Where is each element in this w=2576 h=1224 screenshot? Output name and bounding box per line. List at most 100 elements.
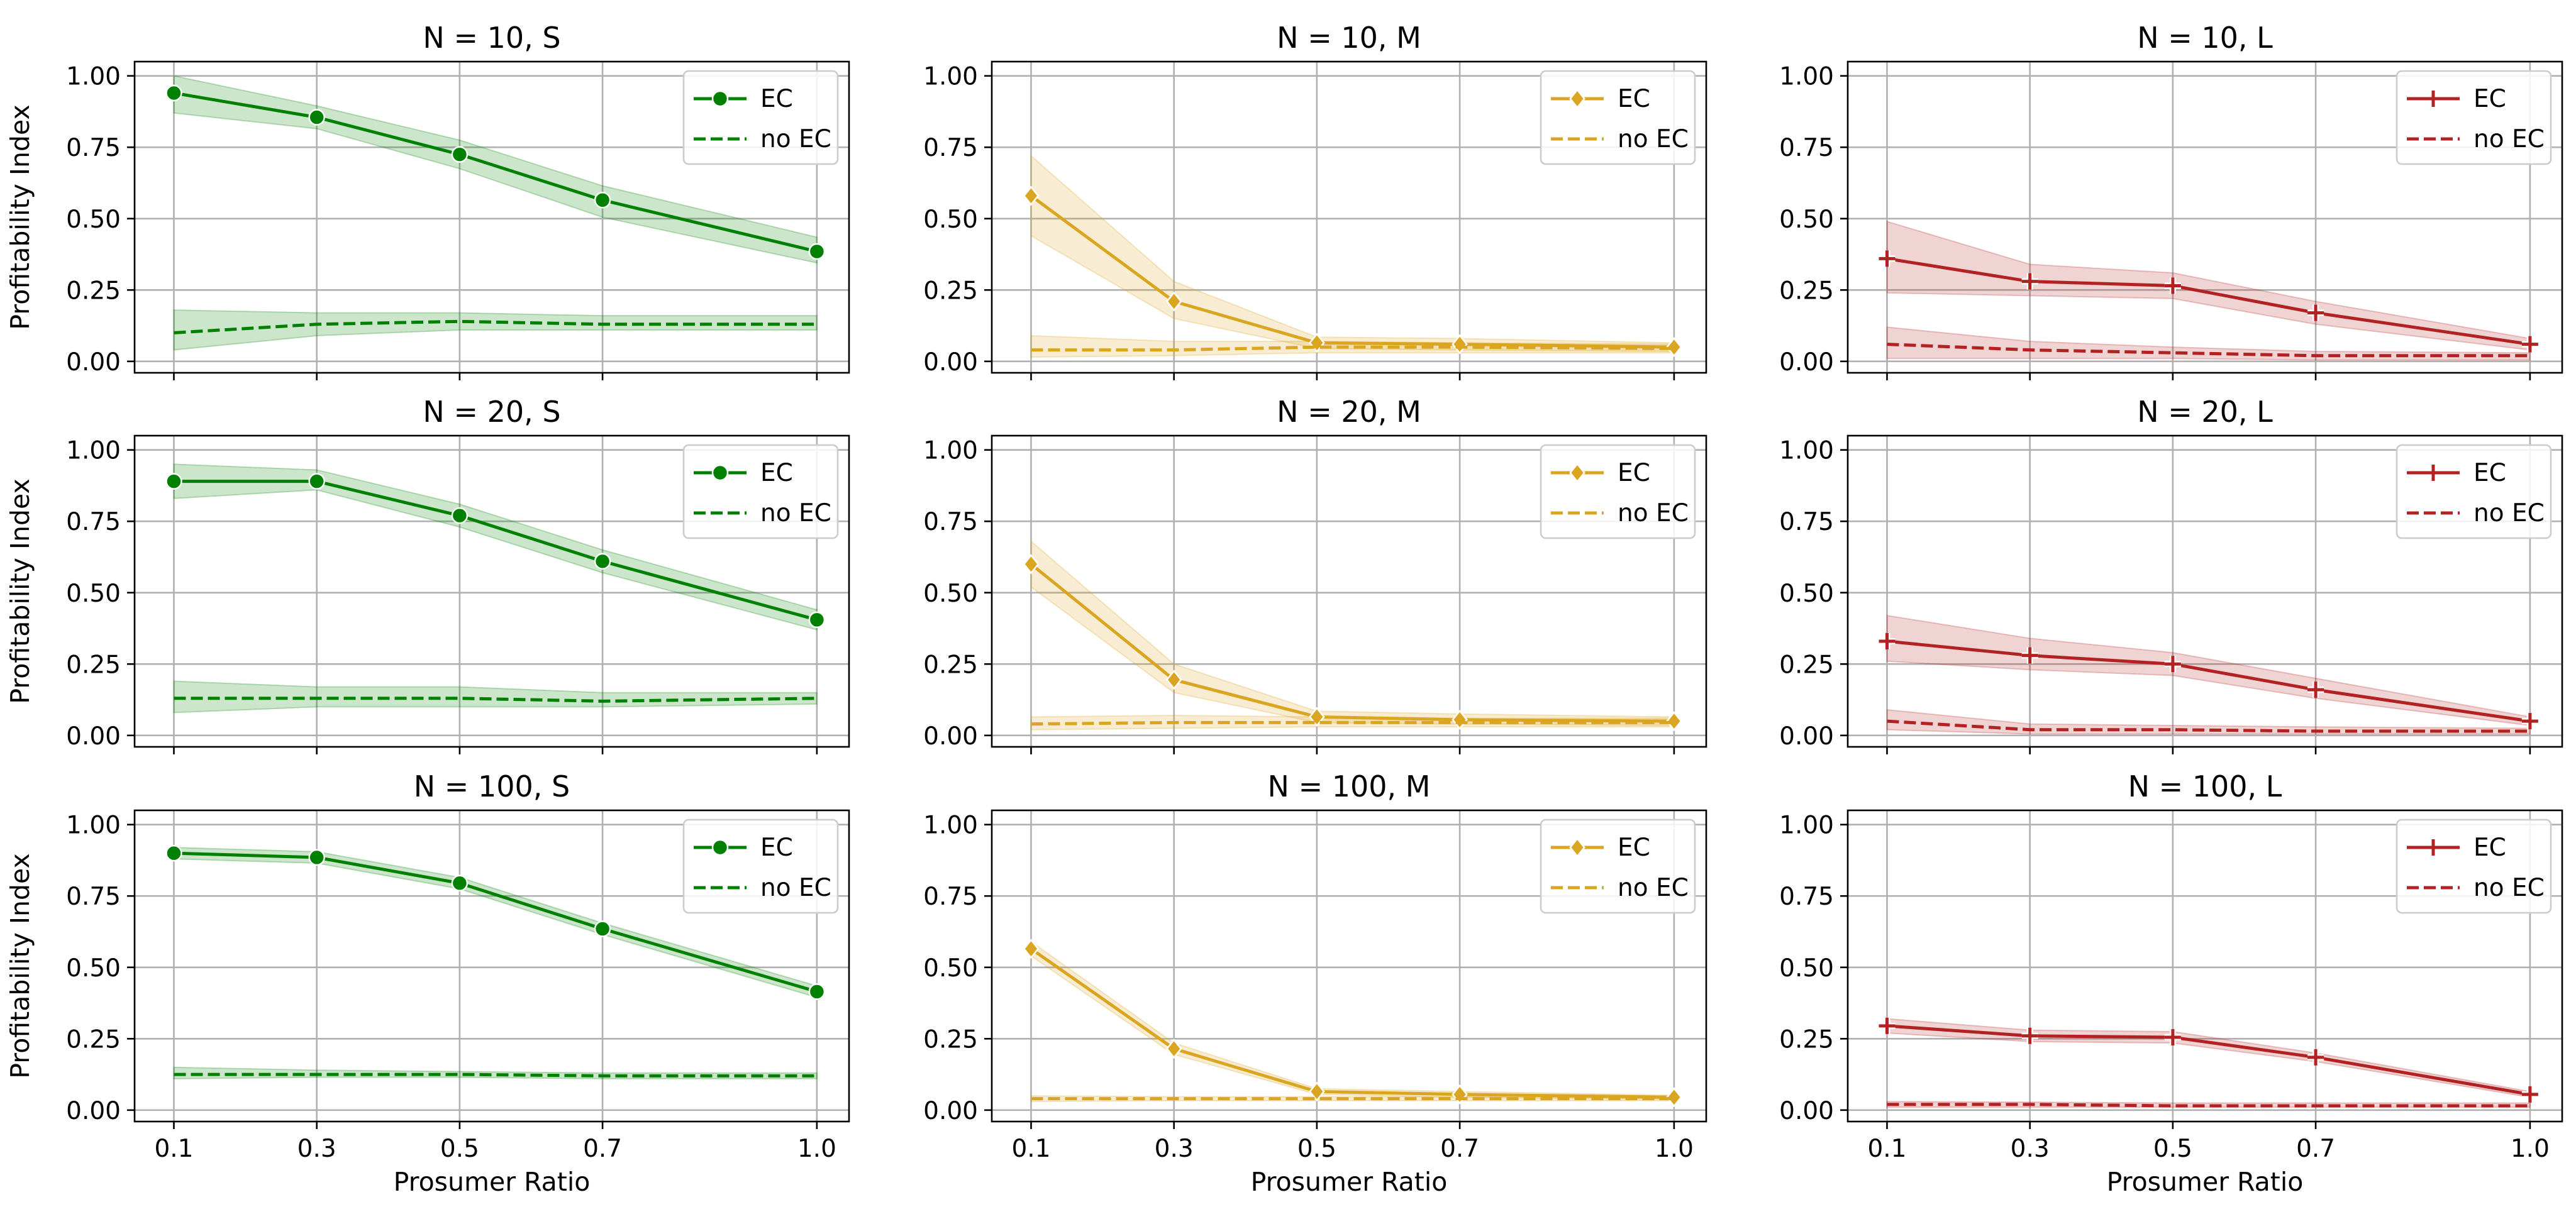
series-line-no-ec [1887, 343, 2530, 358]
x-axis-label: Prosumer Ratio [2107, 1167, 2304, 1197]
y-tick-label: 0.00 [1779, 348, 1834, 377]
data-point-ec [2021, 273, 2038, 290]
axes-frame [1846, 434, 2563, 748]
x-axis [1030, 747, 1675, 754]
plus-marker-stroke [1879, 250, 1896, 267]
data-point-ec [165, 844, 182, 862]
subplot-title: N = 100, L [2128, 769, 2282, 803]
series-line-no-ec [174, 697, 817, 703]
grid-lines [135, 810, 849, 1122]
subplot-title: N = 100, M [1268, 769, 1431, 803]
data-point-ec [451, 507, 469, 524]
data-point-ec [1023, 939, 1040, 959]
series-line-ec [1030, 563, 1674, 723]
x-tick-label: 0.7 [1440, 1135, 1479, 1163]
legend-label: EC [760, 834, 793, 862]
subplot-title: N = 10, M [1277, 21, 1421, 55]
y-tick-label: 0.75 [1779, 134, 1834, 162]
y-tick-label: 0.25 [923, 651, 978, 679]
subplot-title: N = 10, S [423, 21, 560, 55]
legend: EC no EC [1540, 444, 1696, 539]
y-tick-label: 0.50 [923, 206, 978, 234]
y-tick-label: 0.00 [923, 722, 978, 751]
data-point-ec [308, 109, 325, 126]
y-axis: 0.00 0.25 0.50 0.75 1.00 [66, 437, 135, 751]
y-tick-label: 1.00 [1779, 437, 1834, 465]
legend-label: no EC [2473, 874, 2545, 902]
subplot-title: N = 100, S [414, 769, 570, 803]
subplot-6: N = 20, L 0.00 0.25 0.50 0.75 1.00 EC no EC [1779, 395, 2563, 754]
x-tick-label: 0.1 [1867, 1135, 1906, 1163]
x-tick-label: 0.5 [2153, 1135, 2192, 1163]
legend: EC no EC [1540, 70, 1696, 165]
data-point-ec [2521, 336, 2538, 353]
y-axis: 0.00 0.25 0.50 0.75 1.00 [66, 63, 135, 377]
legend-label: EC [2473, 834, 2506, 862]
legend-label: EC [1618, 85, 1650, 113]
legend: EC no EC [682, 70, 839, 165]
y-tick-label: 0.00 [1779, 722, 1834, 751]
y-tick-label: 0.25 [66, 277, 121, 305]
data-point-ec [1309, 1081, 1325, 1102]
plus-marker-stroke [1879, 1017, 1896, 1034]
y-tick-label: 0.50 [66, 206, 121, 234]
data-point-ec [2307, 1049, 2324, 1066]
axes-frame [133, 60, 850, 374]
x-axis: 0.1 0.3 0.5 0.7 1.0 [154, 1122, 836, 1163]
subplot-8: N = 100, M0.000.250.500.751.000.1 0.3 0.5 0… [923, 769, 1707, 1197]
plus-marker-stroke [2164, 277, 2181, 294]
x-tick-label: 1.0 [797, 1135, 836, 1163]
legend-label: no EC [1618, 874, 1689, 902]
legend-marker [1569, 88, 1585, 109]
data-point-ec [2164, 656, 2181, 673]
data-point-ec [165, 473, 182, 490]
legend-marker [711, 839, 729, 856]
data-point-ec [2164, 1029, 2181, 1046]
series-line-no-ec [174, 1072, 817, 1078]
data-point-ec [2307, 681, 2324, 698]
x-tick-label: 0.5 [440, 1135, 479, 1163]
series-line-no-ec [1031, 720, 1674, 726]
data-point-ec [308, 473, 325, 490]
data-point-ec [2021, 1027, 2038, 1044]
subplot-4: N = 20, S 0.00 0.25 0.50 0.75 1.00 Profitabili… [5, 395, 850, 754]
legend-label: EC [1618, 834, 1650, 862]
confidence-band-ec [1030, 539, 1675, 726]
data-point-ec [1879, 632, 1896, 649]
plus-marker-stroke [2425, 839, 2441, 856]
plus-marker-stroke [2425, 91, 2441, 107]
x-tick-label: 0.7 [2296, 1135, 2335, 1163]
data-point-ec [1666, 711, 1682, 732]
y-tick-label: 0.00 [66, 1097, 121, 1125]
grid-lines [992, 810, 1706, 1122]
legend-label: EC [760, 85, 793, 113]
y-tick-label: 1.00 [923, 812, 978, 840]
y-tick-label: 0.50 [66, 954, 121, 983]
plus-marker-stroke [2307, 681, 2324, 698]
axes-frame [1846, 809, 2563, 1123]
y-tick-label: 0.50 [1779, 580, 1834, 608]
data-point-ec [1666, 1087, 1682, 1108]
y-tick-label: 1.00 [923, 437, 978, 465]
axes-frame [133, 434, 850, 748]
x-axis [173, 747, 818, 754]
legend-label: no EC [760, 125, 831, 153]
x-tick-label: 0.3 [2011, 1135, 2050, 1163]
data-point-ec [1023, 185, 1040, 206]
subplot-title: N = 20, S [423, 395, 560, 429]
legend: EC no EC [682, 444, 839, 539]
y-tick-label: 0.50 [66, 580, 121, 608]
subplot-1: N = 10, S 0.00 0.25 0.50 0.75 1.00 Profitabili… [5, 21, 850, 380]
y-tick-label: 0.50 [1779, 954, 1834, 983]
y-tick-label: 0.50 [1779, 206, 1834, 234]
subplot-title: N = 20, M [1277, 395, 1421, 429]
x-axis-label: Prosumer Ratio [394, 1167, 591, 1197]
confidence-band-ec [1886, 1018, 2531, 1098]
y-tick-label: 0.75 [66, 883, 121, 911]
y-tick-label: 0.00 [66, 348, 121, 377]
y-tick-label: 0.75 [66, 134, 121, 162]
data-point-ec [594, 920, 611, 937]
confidence-band-ec [1030, 940, 1675, 1100]
confidence-band-no-ec [1886, 708, 2531, 735]
